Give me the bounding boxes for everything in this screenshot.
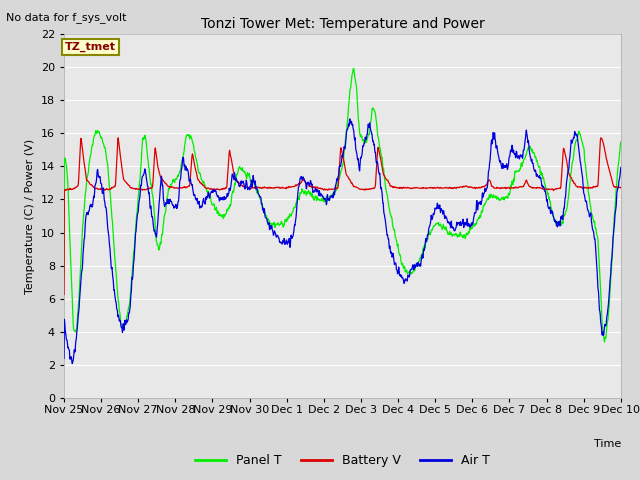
Title: Tonzi Tower Met: Temperature and Power: Tonzi Tower Met: Temperature and Power xyxy=(200,17,484,31)
Y-axis label: Temperature (C) / Power (V): Temperature (C) / Power (V) xyxy=(25,138,35,294)
Text: TZ_tmet: TZ_tmet xyxy=(65,42,116,52)
Legend: Panel T, Battery V, Air T: Panel T, Battery V, Air T xyxy=(190,449,495,472)
Text: No data for f_sys_volt: No data for f_sys_volt xyxy=(6,12,127,23)
Text: Time: Time xyxy=(593,439,621,449)
